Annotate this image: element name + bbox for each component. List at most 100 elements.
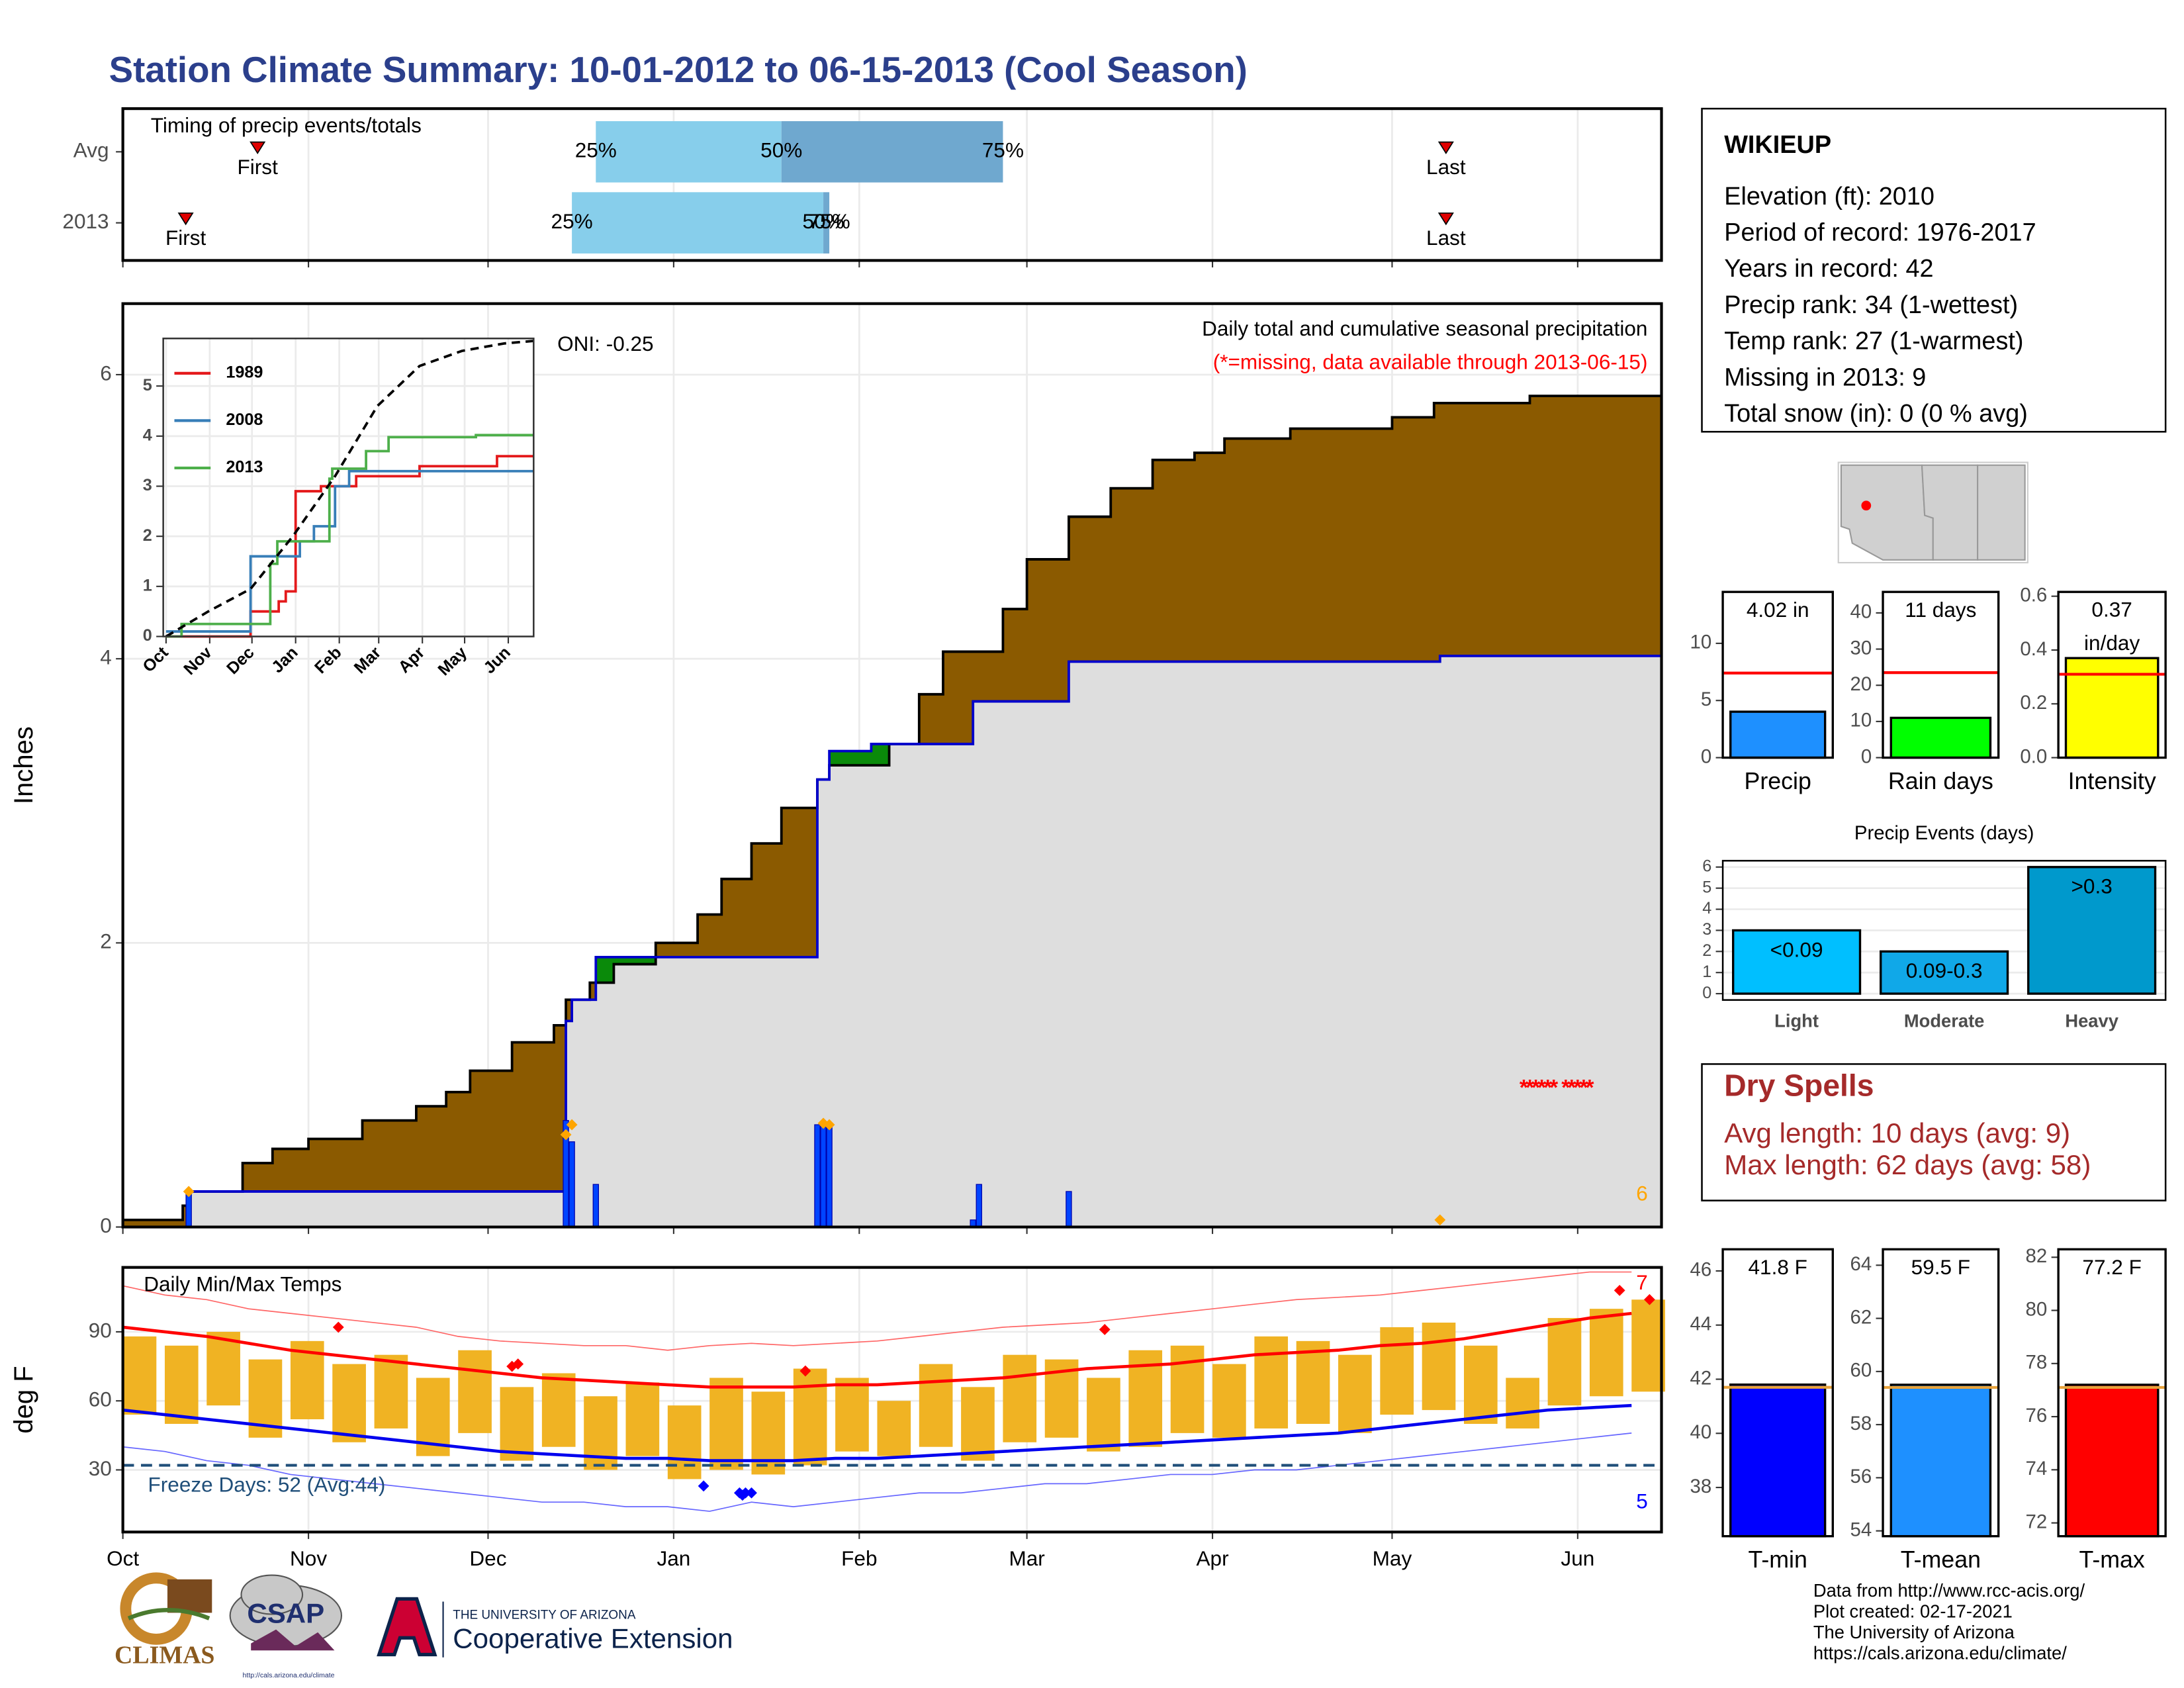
state-shape [1977, 464, 2026, 561]
temp-range-bar [1254, 1336, 1289, 1429]
value-label: 59.5 F [1911, 1255, 1970, 1279]
logo-shape [240, 1574, 304, 1615]
y-tick-label: 58 [1850, 1413, 1872, 1434]
chart-title: Daily Min/Max Temps [144, 1272, 341, 1295]
bar [1729, 1383, 1827, 1538]
plot-border [2057, 590, 2167, 759]
temp-range-bar [332, 1364, 366, 1442]
station-line: Precip rank: 34 (1-wettest) [1724, 291, 2018, 319]
station-line: Years in record: 42 [1724, 255, 1933, 283]
daily-precip-bar [592, 1184, 599, 1228]
value-label: 41.8 F [1748, 1255, 1807, 1279]
y-tick-label: 1 [1702, 962, 1711, 981]
average-line [165, 340, 534, 638]
x-tick-label: T-min [1749, 1546, 1807, 1573]
temp-range-bar [793, 1368, 827, 1466]
x-tick-label: Feb [841, 1546, 877, 1570]
dry-spells-line: Avg length: 10 days (avg: 9) [1724, 1117, 2070, 1149]
quartile-label: 25% [551, 209, 593, 233]
quartile-label: 75% [809, 209, 850, 233]
daily-precip-bar [814, 1124, 821, 1228]
page-title: Station Climate Summary: 10-01-2012 to 0… [109, 49, 1248, 90]
quartile-label: 75% [982, 138, 1024, 162]
temp-range-bar [206, 1331, 240, 1406]
footer-line: Data from http://www.rcc-acis.org/ [1813, 1580, 2085, 1601]
temp-range-bar [1170, 1345, 1205, 1433]
daily-precip-bar [820, 1124, 827, 1228]
record-marker [332, 1321, 344, 1333]
x-tick-label: May [1373, 1546, 1412, 1570]
y-tick-label: 6 [1702, 857, 1711, 875]
y-tick-label: 4 [143, 426, 152, 444]
logo-shape [251, 1629, 335, 1651]
temp-range-bar [1547, 1318, 1582, 1406]
logo-text: CLIMAS [114, 1641, 214, 1669]
station-box [1701, 107, 2167, 433]
bar [1880, 950, 2009, 995]
temp-range-bar [1003, 1354, 1037, 1442]
daily-precip-bar [1066, 1191, 1072, 1228]
x-tick-label: T-max [2079, 1546, 2144, 1573]
bar [1729, 710, 1827, 759]
y-tick-label: 46 [1690, 1259, 1712, 1281]
missing-marker: * [1543, 1076, 1553, 1100]
climas-logo: CLIMAS [114, 1572, 214, 1669]
temp-range-bar [625, 1382, 660, 1456]
event-label: Last [1426, 155, 1466, 179]
record-marker [512, 1358, 524, 1370]
temp-range-bar [1087, 1378, 1120, 1452]
temp-range-bar [1506, 1378, 1539, 1429]
y-tick-label: 2 [100, 929, 112, 953]
logo-shape [127, 1608, 210, 1620]
x-tick-label: Light [1774, 1011, 1819, 1031]
temp-range-bar [961, 1387, 995, 1461]
bar [1732, 929, 1862, 995]
university-logo: THE UNIVERSITY OF ARIZONA Cooperative Ex… [377, 1597, 733, 1658]
temp-range-bar [919, 1364, 953, 1447]
y-tick-label: 90 [89, 1318, 112, 1342]
daily-precip-bar [976, 1184, 982, 1228]
y-tick-label: 5 [143, 376, 152, 395]
station-location [1861, 500, 1872, 511]
record-marker [740, 1487, 751, 1499]
x-tick-label: Apr [1197, 1546, 1229, 1570]
y-tick-label: 64 [1850, 1253, 1872, 1275]
station-line: Elevation (ft): 2010 [1724, 183, 1934, 211]
temp-range-bar [1380, 1327, 1414, 1415]
missing-marker: * [1561, 1076, 1570, 1100]
y-tick-label: 10 [1850, 710, 1872, 731]
y-tick-label: 5 [1702, 878, 1711, 896]
x-tick-label: Mar [1009, 1546, 1044, 1570]
y-tick-label: 54 [1850, 1519, 1872, 1540]
dry-spells-title: Dry Spells [1724, 1068, 1874, 1102]
record-max-line [122, 1271, 1632, 1351]
record-marker [1099, 1324, 1111, 1335]
x-tick-label: Precip [1745, 768, 1811, 794]
y-tick-label: 3 [1702, 920, 1711, 939]
x-tick-label: Rain days [1888, 768, 1993, 794]
event-marker [1437, 212, 1454, 226]
plot-border [1721, 1248, 1834, 1538]
x-tick-label: Intensity [2068, 768, 2156, 794]
y-tick-label: 20 [1850, 673, 1872, 695]
y-tick-label: 42 [1690, 1367, 1712, 1389]
plot-border [121, 107, 1663, 262]
quartile-bar [596, 121, 782, 183]
y-tick-label: 0 [1861, 745, 1872, 767]
quartile-bar [823, 192, 830, 254]
y-tick-label: 44 [1690, 1313, 1712, 1335]
locator-map [1837, 461, 2028, 564]
y-tick-label: 60 [1850, 1360, 1872, 1382]
bar [2064, 1383, 2160, 1538]
record-marker [506, 1360, 518, 1372]
event-marker [177, 212, 194, 226]
value-label: <0.09 [1770, 937, 1823, 961]
extreme-marker [560, 1129, 572, 1141]
plot-border [1721, 859, 2167, 1001]
dry-spells-box [1701, 1063, 2167, 1201]
avg-min-line [122, 1403, 1632, 1462]
y-tick-label: 0 [1701, 745, 1711, 767]
series-line [165, 434, 534, 638]
current-line [122, 654, 1662, 1229]
